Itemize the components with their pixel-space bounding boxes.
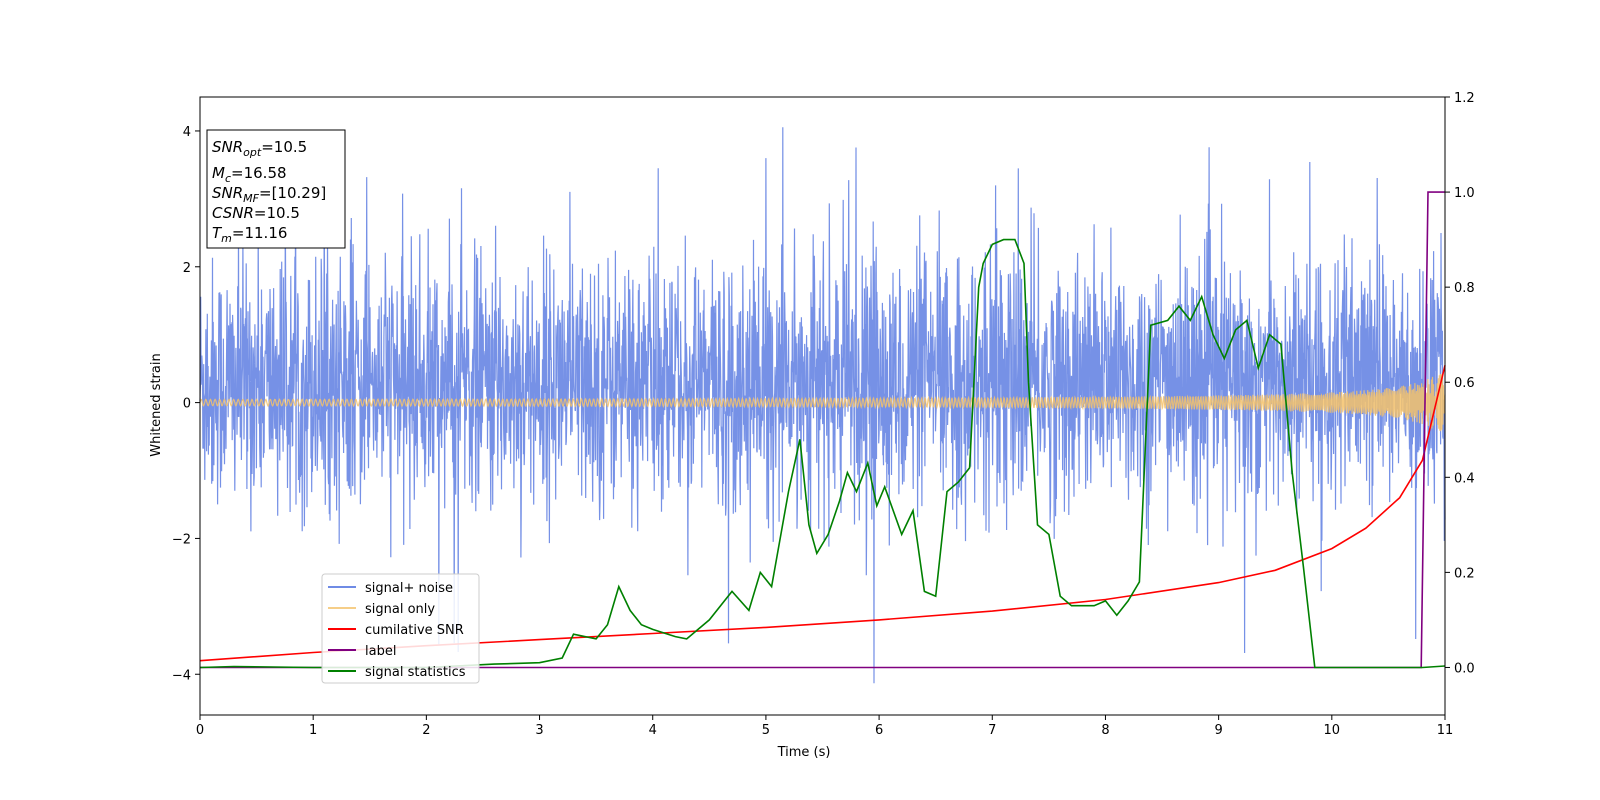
x-tick-label: 7 [988,723,996,738]
x-tick-label: 1 [309,723,317,738]
series-signal-statistics [199,238,1446,669]
x-axis-label: Time (s) [777,745,831,760]
info-box: SNRopt=10.5 Mc=16.58SNRMF=[10.29]CSNR=10.… [206,129,346,249]
y-tick-label: 0 [183,397,191,412]
x-tick-label: 4 [649,723,657,738]
y-tick-label: −4 [172,668,191,683]
x-tick-label: 6 [875,723,883,738]
axes: 0 1 2 3 4 5 6 7 8 9 10 11 −4 −2 0 2 4 0.0 0.2 0.4 0.6 0.8 1.0 1… [172,91,1475,738]
y2-tick-label: 0.8 [1454,281,1475,296]
legend-label: label [365,644,396,659]
x-tick-label: 5 [762,723,770,738]
y-axis-label: Whitened strain [149,353,164,456]
plot-area [199,127,1446,684]
info-line: CSNR=10.5 [212,204,300,222]
series-label [200,191,1445,669]
legend-label: signal+ noise [365,581,453,596]
legend-label: signal statistics [365,665,466,680]
x-tick-label: 0 [196,723,204,738]
y2-tick-label: 0.0 [1454,661,1475,676]
legend: signal+ noise signal only cumilative SNR la… [321,573,480,684]
series-signal-only [199,373,1446,432]
x-tick-label: 11 [1437,723,1454,738]
legend-label: signal only [365,602,435,617]
axes-frame [199,96,1446,716]
x-tick-label: 2 [422,723,430,738]
y2-tick-label: 0.2 [1454,566,1475,581]
x-tick-label: 10 [1324,723,1341,738]
legend-label: cumilative SNR [365,623,464,638]
info-line: Mc=16.58 [212,164,287,185]
series-cumulative-snr [199,365,1446,662]
y2-tick-label: 1.0 [1454,186,1475,201]
info-box-frame [206,129,346,249]
y-tick-label: −2 [172,532,191,547]
y2-tick-label: 1.2 [1454,91,1475,106]
y2-tick-label: 0.6 [1454,376,1475,391]
y-tick-label: 2 [183,261,191,276]
series-signal-noise [199,127,1446,684]
info-line: SNRMF=[10.29] [212,184,326,205]
info-line: Tm=11.16 [212,224,287,245]
x-tick-label: 9 [1214,723,1222,738]
x-tick-label: 8 [1101,723,1109,738]
y2-tick-label: 0.4 [1454,471,1475,486]
legend-frame [321,573,480,684]
info-line: SNRopt=10.5 [212,138,307,159]
x-tick-label: 3 [535,723,543,738]
y-tick-label: 4 [183,125,191,140]
